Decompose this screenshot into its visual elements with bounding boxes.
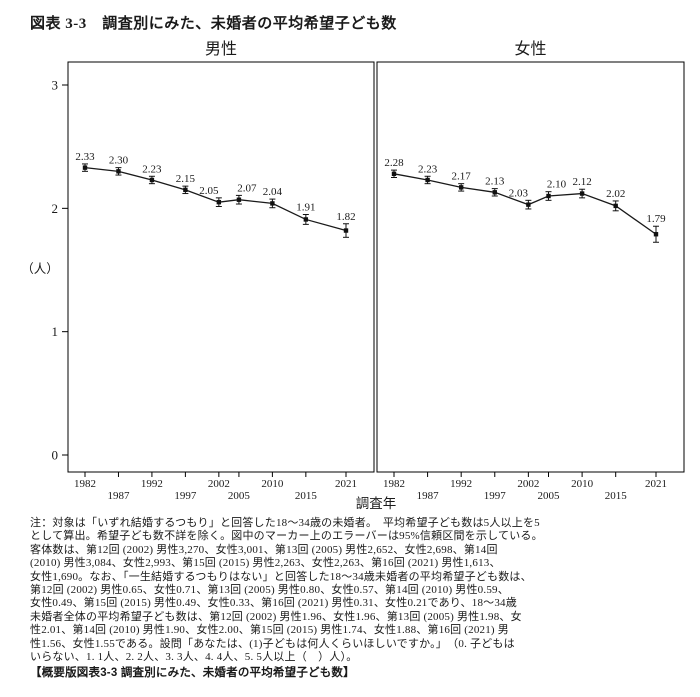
data-point-marker (425, 177, 430, 183)
data-point-marker (492, 190, 497, 195)
data-point-marker (236, 197, 242, 202)
x-tick-label: 1982 (74, 478, 96, 490)
data-point-marker (458, 185, 464, 190)
notes-block: 注：対象は「いずれ結婚するつもり」と回答した18〜34歳の未婚者。 平均希望子ど… (30, 517, 674, 681)
note-line: 第12回 (2002) 男性0.65、女性0.71、第13回 (2005) 男性… (30, 584, 509, 597)
data-point-label: 2.03 (509, 187, 529, 199)
x-tick-label: 1997 (174, 490, 197, 502)
data-point-label: 2.30 (109, 155, 129, 167)
panel-frame (376, 61, 685, 473)
y-tick-label: 0 (52, 448, 59, 463)
data-point-marker (216, 199, 222, 205)
data-point-marker (343, 228, 349, 233)
data-point-marker (82, 165, 88, 170)
data-point-label: 2.12 (572, 176, 591, 188)
data-point-label: 1.82 (336, 211, 355, 223)
x-tick-label: 2015 (605, 490, 628, 502)
note-line: 女性1,690。なお、「一生結婚するつもりはない」と回答した18〜34歳未婚者の… (30, 570, 532, 583)
panel-frame (67, 61, 375, 473)
data-point-marker (183, 187, 188, 193)
x-tick-label: 1992 (141, 478, 163, 490)
x-tick-label: 1987 (107, 490, 130, 502)
data-point-label: 2.15 (176, 173, 196, 185)
data-point-label: 2.04 (263, 186, 283, 198)
data-point-marker (116, 169, 121, 174)
x-tick-label: 1987 (417, 490, 440, 502)
data-point-label: 2.28 (384, 157, 404, 169)
data-point-label: 2.23 (418, 163, 438, 175)
x-tick-label: 2010 (571, 478, 594, 490)
note-line: 女性0.49、第15回 (2015) 男性0.49、女性0.33、第16回 (2… (30, 597, 517, 610)
x-tick-label: 2002 (208, 478, 230, 490)
data-point-label: 2.02 (606, 188, 625, 200)
data-point-marker (526, 202, 531, 207)
x-tick-label: 2021 (335, 478, 357, 490)
data-point-label: 2.13 (485, 176, 505, 188)
data-point-marker (149, 177, 155, 183)
data-point-marker (546, 193, 551, 199)
y-axis-label: （人） (21, 262, 59, 276)
line-chart: 男性19821987199219972002200520102015202101… (21, 39, 685, 511)
x-tick-label: 2015 (295, 490, 318, 502)
x-tick-label: 1997 (484, 490, 507, 502)
x-tick-label: 2005 (538, 490, 561, 502)
note-line: いらない、1. 1人、2. 2人、3. 3人、4. 4人、5. 5人以上（ ）人… (30, 651, 358, 664)
data-point-label: 2.10 (547, 179, 567, 191)
y-tick-label: 2 (52, 201, 59, 216)
x-tick-label: 2010 (261, 478, 284, 490)
data-point-label: 2.17 (452, 171, 472, 183)
x-tick-label: 2005 (228, 490, 251, 502)
note-line: 未婚者全体の平均希望子ども数は、第12回 (2002) 男性1.96、女性1.9… (30, 610, 522, 623)
x-tick-label: 2002 (517, 478, 539, 490)
data-point-marker (270, 201, 275, 206)
note-line: 注：対象は「いずれ結婚するつもり」と回答した18〜34歳の未婚者。 平均希望子ど… (30, 517, 540, 529)
x-tick-label: 2021 (645, 478, 667, 490)
summary-caption: 【概要版図表3-3 調査別にみた、未婚者の平均希望子ども数】 (30, 667, 355, 680)
note-line: として算出。希望子ども数不詳を除く。図中のマーカー上のエラーバーは95%信頼区間… (30, 530, 543, 543)
data-point-label: 1.91 (296, 202, 315, 214)
panel-title: 女性 (514, 39, 546, 58)
data-point-label: 2.07 (237, 182, 257, 194)
data-point-label: 1.79 (646, 213, 666, 225)
data-point-marker (391, 171, 397, 177)
data-point-marker (579, 191, 585, 196)
y-tick-label: 1 (52, 324, 59, 339)
y-tick-label: 3 (52, 78, 59, 93)
data-point-marker (653, 232, 659, 237)
note-line: 性1.56、女性1.55である。設問「あなたは、(1)子どもは何人くらいほしいで… (30, 637, 515, 650)
note-line: 客体数は、第12回 (2002) 男性3,270、女性3,001、第13回 (2… (30, 543, 498, 556)
panel-title: 男性 (205, 40, 237, 58)
x-tick-label: 1992 (450, 478, 472, 490)
data-point-label: 2.05 (199, 185, 219, 197)
data-point-label: 2.23 (142, 163, 162, 175)
data-point-marker (303, 217, 309, 222)
x-tick-label: 1982 (383, 478, 405, 490)
data-point-label: 2.33 (75, 151, 95, 163)
note-line: (2010) 男性3,084、女性2,993、第15回 (2015) 男性2,2… (30, 557, 501, 570)
note-line: 性2.01、第14回 (2010) 男性1.90、女性2.00、第15回 (20… (30, 624, 509, 637)
x-axis-label: 調査年 (356, 496, 397, 511)
figure-title: 図表 3-3 調査別にみた、未婚者の平均希望子ども数 (30, 16, 397, 32)
data-point-marker (613, 203, 618, 209)
